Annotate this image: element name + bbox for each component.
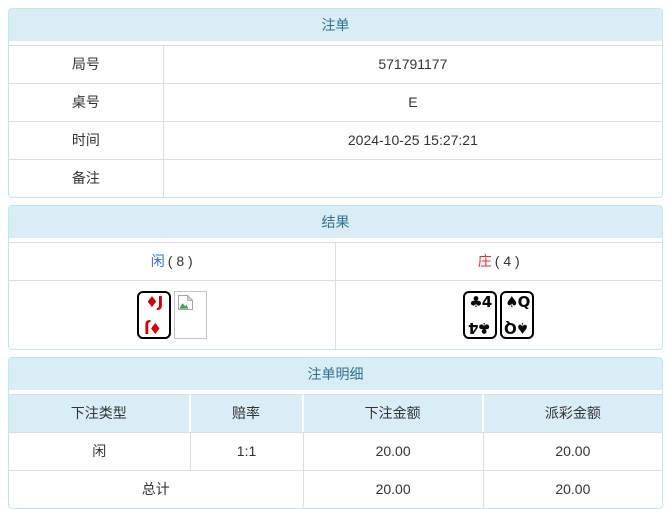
player-score: ( 8 )	[167, 253, 193, 269]
round-number-value: 571791177	[163, 45, 662, 83]
banker-cards-cell: ♣4 ♣4 ♠Q ♠Q	[335, 280, 662, 349]
column-header-payout-amount: 派彩金额	[483, 394, 662, 432]
bet-record-page: 注单 局号 571791177 桌号 E 时间 2024-10-25 15:27…	[8, 8, 663, 509]
bet-details-title: 注单明细	[9, 358, 662, 390]
player-card-jack-diamonds: ♦J ♦J	[136, 291, 171, 339]
result-panel: 结果 闲( 8 ) 庄( 4 ) ♦J ♦J	[8, 205, 663, 350]
player-cards: ♦J ♦J	[17, 290, 327, 340]
card-face: ♦J	[145, 293, 163, 311]
card-face-rotated: ♣4	[469, 319, 492, 337]
player-score-cell: 闲( 8 )	[9, 242, 336, 280]
bet-slip-title: 注单	[9, 9, 662, 41]
bet-amount-value: 20.00	[303, 432, 484, 470]
time-label: 时间	[9, 121, 164, 159]
table-row: 闲( 8 ) 庄( 4 )	[9, 242, 662, 280]
banker-score-cell: 庄( 4 )	[335, 242, 662, 280]
table-row: 桌号 E	[9, 83, 662, 121]
bet-type-value: 闲	[9, 432, 191, 470]
total-label: 总计	[9, 470, 304, 508]
card-face-rotated: ♠Q	[505, 319, 530, 337]
card-face: ♣4	[469, 293, 492, 311]
table-row: 时间 2024-10-25 15:27:21	[9, 121, 662, 159]
bet-slip-panel: 注单 局号 571791177 桌号 E 时间 2024-10-25 15:27…	[8, 8, 663, 198]
banker-cards: ♣4 ♣4 ♠Q ♠Q	[344, 290, 655, 340]
total-bet-amount: 20.00	[303, 470, 484, 508]
card-face: ♠Q	[505, 293, 530, 311]
total-payout-amount: 20.00	[483, 470, 662, 508]
column-header-odds: 赔率	[190, 394, 304, 432]
banker-label: 庄	[477, 253, 492, 269]
player-label: 闲	[150, 253, 165, 269]
bet-details-table: 下注类型 赔率 下注金额 派彩金额 闲 1:1 20.00 20.00 总计 2…	[9, 394, 662, 508]
remark-label: 备注	[9, 159, 164, 197]
result-table: 闲( 8 ) 庄( 4 ) ♦J ♦J	[9, 242, 662, 349]
broken-image-icon	[177, 294, 194, 310]
payout-amount-value: 20.00	[483, 432, 662, 470]
table-number-value: E	[163, 83, 662, 121]
card-face-rotated: ♦J	[145, 319, 163, 337]
remark-value	[163, 159, 662, 197]
odds-value: 1:1	[190, 432, 304, 470]
column-header-bet-amount: 下注金额	[303, 394, 484, 432]
details-header-row: 下注类型 赔率 下注金额 派彩金额	[9, 394, 662, 432]
table-row: 备注	[9, 159, 662, 197]
banker-card-queen-spades: ♠Q ♠Q	[500, 291, 535, 339]
time-value: 2024-10-25 15:27:21	[163, 121, 662, 159]
table-row: ♦J ♦J	[9, 280, 662, 349]
player-card-broken-image	[173, 291, 207, 339]
table-row: 闲 1:1 20.00 20.00	[9, 432, 662, 470]
banker-score: ( 4 )	[494, 253, 520, 269]
total-row: 总计 20.00 20.00	[9, 470, 662, 508]
column-header-bet-type: 下注类型	[9, 394, 191, 432]
result-title: 结果	[9, 206, 662, 238]
table-number-label: 桌号	[9, 83, 164, 121]
round-number-label: 局号	[9, 45, 164, 83]
player-cards-cell: ♦J ♦J	[9, 280, 336, 349]
banker-card-four-clubs: ♣4 ♣4	[463, 291, 498, 339]
bet-slip-table: 局号 571791177 桌号 E 时间 2024-10-25 15:27:21…	[9, 45, 662, 197]
bet-details-panel: 注单明细 下注类型 赔率 下注金额 派彩金额 闲 1:1 20.00 20.00…	[8, 357, 663, 509]
table-row: 局号 571791177	[9, 45, 662, 83]
